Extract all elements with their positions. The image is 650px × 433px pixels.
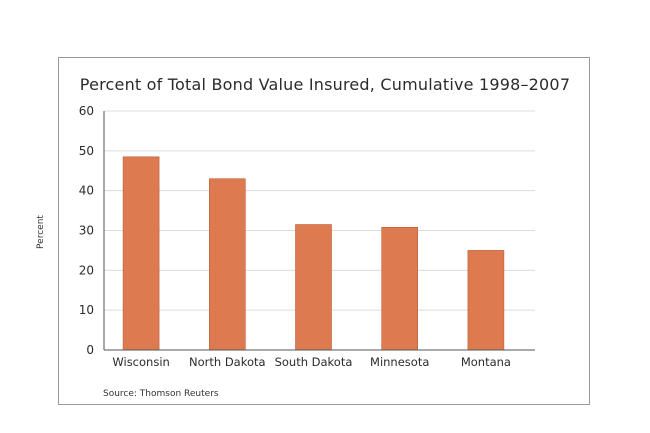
bars xyxy=(122,156,505,351)
x-tick-south-dakota: South Dakota xyxy=(275,355,353,369)
x-tick-wisconsin: Wisconsin xyxy=(112,355,169,369)
y-tick-40: 40 xyxy=(79,184,94,198)
bar-south-dakota xyxy=(295,224,332,351)
y-tick-20: 20 xyxy=(79,263,94,277)
y-tick-30: 30 xyxy=(79,224,94,238)
bar-north-dakota xyxy=(209,178,246,351)
x-tick-montana: Montana xyxy=(461,355,511,369)
chart-title: Percent of Total Bond Value Insured, Cum… xyxy=(79,75,571,94)
axes xyxy=(103,111,535,351)
y-tick-60: 60 xyxy=(79,104,94,118)
x-tick-minnesota: Minnesota xyxy=(370,355,429,369)
x-tick-labels: Wisconsin North Dakota South Dakota Minneso… xyxy=(112,355,511,369)
y-tick-50: 50 xyxy=(79,144,94,158)
x-tick-north-dakota: North Dakota xyxy=(189,355,266,369)
bar-montana xyxy=(467,250,505,351)
source-note: Source: Thomson Reuters xyxy=(103,389,219,399)
y-tick-labels: 0 10 20 30 40 50 60 xyxy=(79,104,94,357)
bar-minnesota xyxy=(381,227,419,351)
y-tick-10: 10 xyxy=(79,303,94,317)
y-tick-0: 0 xyxy=(86,343,94,357)
bar-wisconsin xyxy=(122,156,160,351)
